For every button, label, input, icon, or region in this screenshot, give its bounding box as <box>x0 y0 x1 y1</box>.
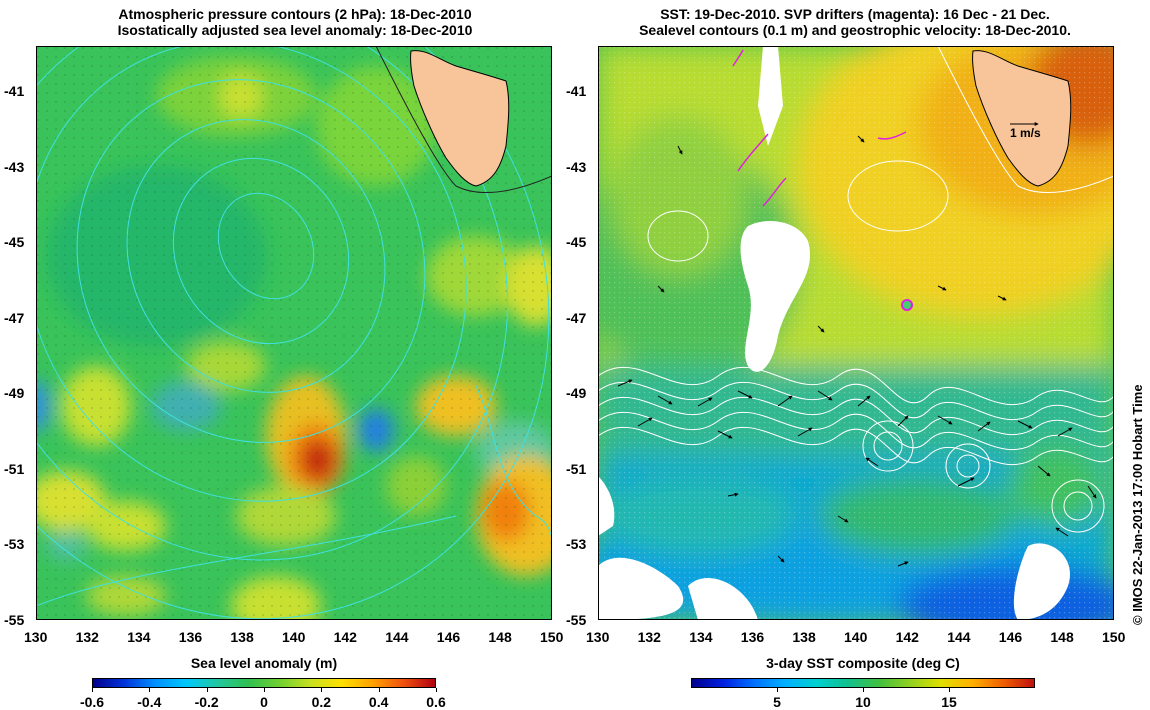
x-tick-label: 146 <box>998 629 1023 645</box>
drifter-marker <box>901 299 913 311</box>
colorbar-tick-mark <box>436 688 437 692</box>
y-tick-label: -49 <box>4 385 25 402</box>
y-tick-label: -45 <box>566 234 587 251</box>
x-tick-label: 140 <box>282 629 306 645</box>
y-tick-label: -55 <box>566 612 587 628</box>
right-colorbar <box>691 678 1035 688</box>
colorbar-tick-mark <box>321 688 323 692</box>
colorbar-tick-label: -0.6 <box>79 694 105 710</box>
tasmania-land <box>972 50 1072 187</box>
x-tick-label: 146 <box>436 629 461 645</box>
velocity-scale-label: 1 m/s <box>1010 126 1041 140</box>
x-tick-label: 134 <box>689 629 713 645</box>
colorbar-tick-label: -0.4 <box>137 694 162 710</box>
colorbar-tick-mark <box>149 688 151 692</box>
geostrophic-velocity-arrows <box>617 135 1097 567</box>
colorbar-tick-label: 0 <box>260 694 268 710</box>
y-tick-label: -47 <box>566 309 587 326</box>
sla-field <box>36 46 552 620</box>
y-tick-label: -45 <box>4 234 25 251</box>
sst-field <box>598 46 1114 620</box>
y-tick-label: -43 <box>566 158 587 175</box>
cloud-gaps <box>598 46 1070 620</box>
colorbar-tick-mark <box>206 688 208 692</box>
x-tick-label: 150 <box>1102 629 1126 645</box>
x-tick-label: 148 <box>1050 629 1074 645</box>
colorbar-tick-mark <box>92 688 93 692</box>
colorbar-tick-label: 15 <box>941 694 957 710</box>
y-tick-label: -41 <box>4 83 25 100</box>
x-tick-label: 132 <box>75 629 99 645</box>
x-tick-label: 150 <box>540 629 564 645</box>
left-map-title: Atmospheric pressure contours (2 hPa): 1… <box>30 6 560 38</box>
y-tick-label: -53 <box>566 536 587 553</box>
colorbar-tick-label: -0.2 <box>194 694 219 710</box>
left-title-line2: Isostatically adjusted sea level anomaly… <box>117 22 473 38</box>
x-tick-label: 130 <box>24 629 48 645</box>
colorbar-tick-mark <box>863 688 864 692</box>
tasmania-land <box>410 50 510 187</box>
y-tick-label: -51 <box>4 460 25 477</box>
sea-level-anomaly-map <box>36 46 552 620</box>
sealevel-contours <box>598 46 1114 533</box>
sst-map: 1 m/s <box>598 46 1114 620</box>
x-tick-label: 136 <box>740 629 765 645</box>
y-tick-label: -51 <box>566 460 587 477</box>
x-tick-label: 138 <box>792 629 816 645</box>
colorbar-tick-label: 0.4 <box>368 694 389 710</box>
x-tick-label: 140 <box>844 629 868 645</box>
right-title-line1: SST: 19-Dec-2010. SVP drifters (magenta)… <box>660 6 1050 22</box>
y-tick-label: -55 <box>4 612 25 628</box>
y-tick-label: -43 <box>4 158 25 175</box>
left-colorbar-label: Sea level anomaly (m) <box>190 655 338 671</box>
right-colorbar-label: 3-day SST composite (deg C) <box>766 655 960 671</box>
left-title-line1: Atmospheric pressure contours (2 hPa): 1… <box>118 6 472 22</box>
y-tick-label: -47 <box>4 309 25 326</box>
x-tick-label: 148 <box>488 629 512 645</box>
colorbar-tick-mark <box>949 688 950 692</box>
x-tick-label: 142 <box>895 629 919 645</box>
imos-credit: © IMOS 22-Jan-2013 17:00 Hobart Time <box>1130 384 1145 625</box>
x-tick-label: 134 <box>127 629 151 645</box>
colorbar-tick-label: 5 <box>773 694 781 710</box>
colorbar-tick-mark <box>378 688 380 692</box>
x-tick-label: 144 <box>385 629 409 645</box>
y-tick-label: -49 <box>566 385 587 402</box>
y-tick-label: -53 <box>4 536 25 553</box>
svp-drifter-tracks <box>732 49 907 207</box>
colorbar-tick-label: 10 <box>855 694 871 710</box>
left-colorbar <box>92 678 436 688</box>
right-map-title: SST: 19-Dec-2010. SVP drifters (magenta)… <box>590 6 1120 38</box>
right-title-line2: Sealevel contours (0.1 m) and geostrophi… <box>639 22 1071 38</box>
x-tick-label: 144 <box>947 629 971 645</box>
colorbar-tick-label: 0.2 <box>311 694 332 710</box>
y-tick-label: -41 <box>566 83 587 100</box>
colorbar-tick-mark <box>777 688 778 692</box>
x-tick-label: 130 <box>586 629 610 645</box>
x-tick-label: 132 <box>637 629 661 645</box>
colorbar-tick-mark <box>264 688 265 692</box>
colorbar-tick-label: 0.6 <box>426 694 446 710</box>
x-tick-label: 138 <box>230 629 254 645</box>
x-tick-label: 136 <box>178 629 203 645</box>
x-tick-label: 142 <box>333 629 357 645</box>
